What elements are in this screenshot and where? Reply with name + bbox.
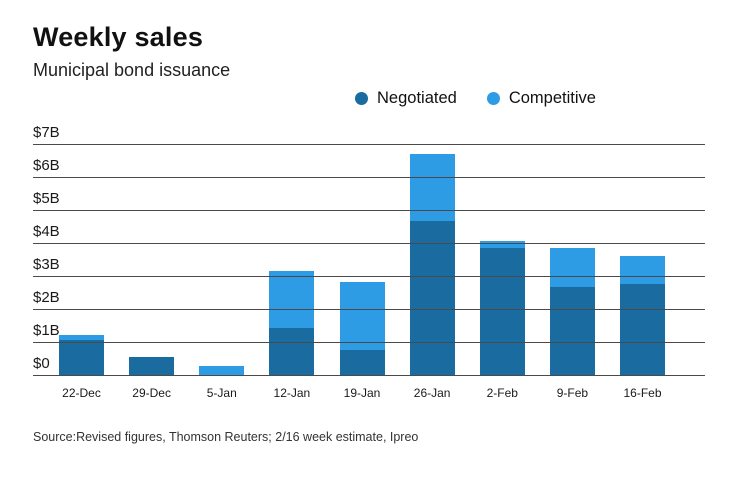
bar-segment-negotiated xyxy=(269,328,315,375)
legend-item-negotiated: Negotiated xyxy=(355,89,457,108)
y-tick-label: $4B xyxy=(33,222,60,240)
x-tick-slot: 16-Feb xyxy=(620,386,665,400)
x-tick-slot: 2-Feb xyxy=(480,386,525,400)
x-tick-slot: 9-Feb xyxy=(550,386,595,400)
chart-area: $0 $1B $2B $3B $4B $5B $6B $7B 22-Dec 29-Dec 5-Ja… xyxy=(33,125,705,400)
bar-segment-negotiated xyxy=(409,221,455,375)
gridline xyxy=(33,209,705,211)
x-tick-slot: 26-Jan xyxy=(410,386,455,400)
bar-segment-negotiated xyxy=(129,356,175,375)
gridline xyxy=(33,275,705,277)
x-tick-label: 26-Jan xyxy=(413,385,451,400)
bar-segment-negotiated xyxy=(479,247,525,375)
x-tick-label: 22-Dec xyxy=(62,385,101,400)
x-tick-label: 9-Feb xyxy=(556,385,589,400)
bar-segment-competitive xyxy=(479,241,525,248)
bar-9-feb xyxy=(549,247,595,375)
x-tick-label: 2-Feb xyxy=(486,385,518,400)
bar-segment-negotiated xyxy=(549,287,595,375)
y-tick-label: $5B xyxy=(33,189,60,207)
bar-segment-competitive xyxy=(269,270,315,329)
bar-26-jan xyxy=(409,153,455,375)
bar-segment-negotiated xyxy=(59,340,104,375)
y-tick-label: $6B xyxy=(33,156,60,174)
gridline xyxy=(33,341,705,343)
bar-5-jan xyxy=(199,366,245,375)
legend-label: Competitive xyxy=(508,89,596,107)
x-tick-slot: 12-Jan xyxy=(269,386,314,400)
x-tick-slot: 5-Jan xyxy=(199,386,244,400)
legend-dot xyxy=(486,92,500,105)
bar-16-feb xyxy=(620,255,665,375)
x-tick-slot: 19-Jan xyxy=(340,386,385,400)
y-tick-label: $3B xyxy=(33,255,60,273)
legend-item-competitive: Competitive xyxy=(486,89,596,108)
bar-segment-competitive xyxy=(409,153,455,222)
plot-area: $0 $1B $2B $3B $4B $5B $6B $7B xyxy=(33,125,705,376)
y-tick-label: $2B xyxy=(33,288,60,306)
x-tick-slot: 22-Dec xyxy=(59,386,104,400)
legend-label: Negotiated xyxy=(377,89,457,107)
bar-2-feb xyxy=(479,241,525,375)
chart-subtitle: Municipal bond issuance xyxy=(33,60,231,81)
y-tick-label: $1B xyxy=(33,321,60,339)
chart-header: Weekly sales Municipal bond issuance xyxy=(0,0,740,82)
bar-12-jan xyxy=(269,270,315,375)
bars xyxy=(33,144,705,375)
chart-title: Weekly sales xyxy=(33,22,204,52)
bar-segment-competitive xyxy=(549,247,595,288)
y-tick-label: $7B xyxy=(33,123,60,141)
x-tick-label: 16-Feb xyxy=(623,385,662,400)
x-tick-label: 12-Jan xyxy=(273,385,311,400)
bar-29-dec xyxy=(129,356,175,375)
bar-segment-competitive xyxy=(339,282,385,350)
x-tick-label: 19-Jan xyxy=(343,385,381,400)
x-tick-slot: 29-Dec xyxy=(129,386,174,400)
bar-19-jan xyxy=(339,282,385,375)
bar-22-dec xyxy=(59,335,104,375)
bar-segment-negotiated xyxy=(620,283,665,375)
legend-dot xyxy=(355,92,368,105)
gridline xyxy=(33,176,705,178)
gridline xyxy=(33,374,705,376)
gridline xyxy=(33,242,705,244)
gridline xyxy=(33,143,705,145)
x-tick-label: 29-Dec xyxy=(132,385,171,400)
x-axis-labels: 22-Dec 29-Dec 5-Jan 12-Jan 19-Jan 26-Jan 2-Feb… xyxy=(33,386,705,400)
gridline xyxy=(33,308,705,310)
y-tick-label: $0 xyxy=(33,354,50,372)
x-tick-label: 5-Jan xyxy=(206,385,237,400)
bar-segment-competitive xyxy=(59,335,104,340)
bar-segment-negotiated xyxy=(339,349,385,375)
source-note: Source:Revised figures, Thomson Reuters;… xyxy=(33,429,419,444)
bar-segment-competitive xyxy=(620,255,665,284)
legend: Negotiated Competitive xyxy=(355,89,596,108)
bar-segment-competitive xyxy=(199,366,245,375)
